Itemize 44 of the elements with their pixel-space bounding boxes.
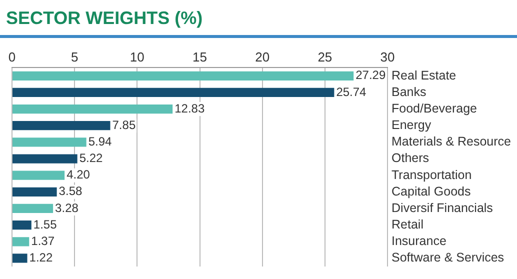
y-tick-label: Diversif Financials xyxy=(392,200,493,215)
bar xyxy=(12,138,86,147)
bar xyxy=(12,170,65,180)
bar xyxy=(12,237,30,246)
x-tick-label: 5 xyxy=(70,49,78,64)
data-label: 12.83 xyxy=(174,101,205,116)
data-label: 1.37 xyxy=(31,234,55,248)
data-label: 3.28 xyxy=(55,200,79,215)
data-label: 5.94 xyxy=(88,134,112,148)
bar xyxy=(12,254,28,263)
x-tick-label: 0 xyxy=(8,49,16,64)
bar xyxy=(12,104,173,114)
y-tick-label: Capital Goods xyxy=(392,184,471,198)
y-tick-label: Banks xyxy=(392,84,426,99)
bar xyxy=(12,154,78,164)
data-label: 7.85 xyxy=(112,118,136,132)
data-label: 1.22 xyxy=(29,250,53,265)
y-tick-label: Materials & Resource xyxy=(392,134,512,149)
y-tick-label: Insurance xyxy=(392,234,446,248)
data-label: 1.55 xyxy=(33,217,58,232)
y-tick-label: Software & Services xyxy=(392,250,504,265)
x-tick-label: 10 xyxy=(130,49,144,64)
data-label: 5.22 xyxy=(79,151,104,166)
y-tick-label: Transportation xyxy=(392,168,472,182)
x-tick-label: 15 xyxy=(192,49,207,64)
bar xyxy=(12,121,110,130)
data-label: 25.74 xyxy=(336,84,367,99)
x-tick-label: 30 xyxy=(380,49,395,64)
bar xyxy=(12,187,57,196)
y-tick-label: Retail xyxy=(392,218,424,232)
data-label: 4.20 xyxy=(66,168,90,182)
y-tick-label: Food/Beverage xyxy=(392,101,478,116)
chart-title: SECTOR WEIGHTS (%) xyxy=(6,8,203,29)
data-label: 27.29 xyxy=(356,68,386,82)
y-tick-label: Energy xyxy=(392,118,432,132)
bar xyxy=(12,204,54,214)
bar xyxy=(12,88,334,98)
y-tick-label: Others xyxy=(392,151,430,166)
data-label: 3.58 xyxy=(58,184,82,198)
x-tick-label: 25 xyxy=(318,49,332,64)
y-tick-label: Real Estate xyxy=(392,68,456,82)
bar xyxy=(12,220,32,230)
bar xyxy=(12,71,354,80)
x-tick-label: 20 xyxy=(255,49,270,64)
